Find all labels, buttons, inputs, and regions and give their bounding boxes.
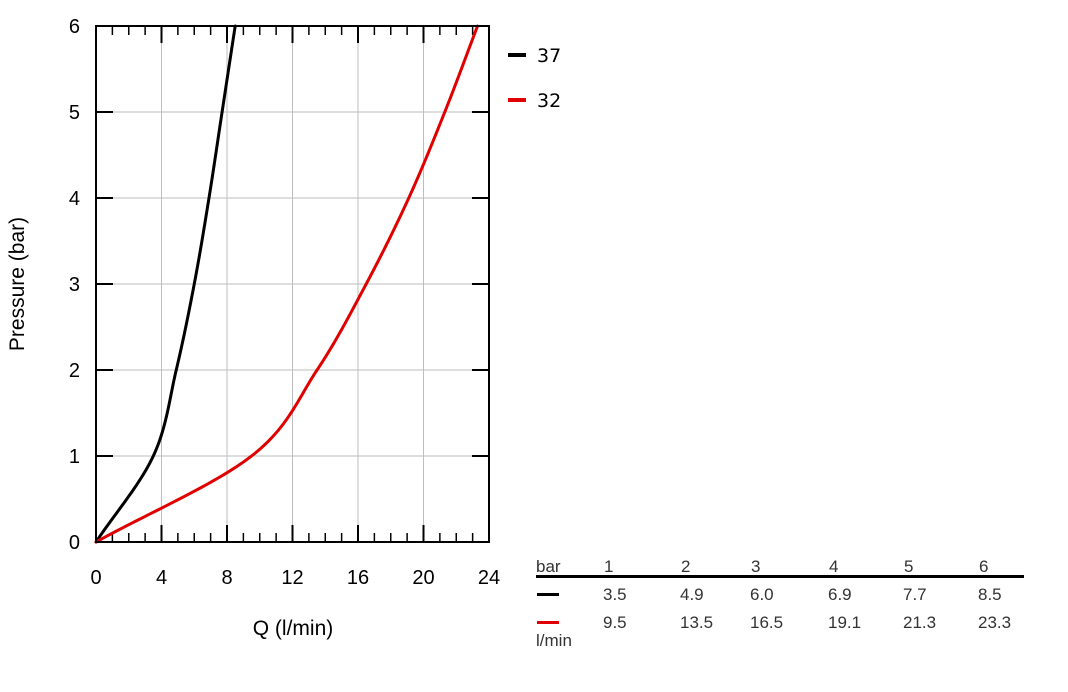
grid-lines <box>95 25 490 543</box>
table-cell: 3.5 <box>603 585 627 604</box>
x-tick-label: 4 <box>156 567 167 589</box>
table-column-header: 3 <box>751 557 761 576</box>
legend: 37 32 <box>508 45 561 112</box>
x-axis-title: Q (l/min) <box>253 617 334 640</box>
table-row-swatch <box>537 621 559 624</box>
table-header-rule <box>536 575 1024 578</box>
y-tick-label: 6 <box>69 16 80 38</box>
series-lines <box>94 24 480 544</box>
legend-label-32: 32 <box>537 90 561 112</box>
series-line-32 <box>94 24 480 544</box>
x-tick-label: 24 <box>478 567 500 589</box>
table-header-unit-bar: bar <box>536 557 561 576</box>
x-tick-label: 20 <box>412 567 434 589</box>
table-column-header: 5 <box>904 557 914 576</box>
y-tick-label: 5 <box>69 102 80 124</box>
table-row-swatch <box>537 593 559 596</box>
table-cell: 7.7 <box>903 585 927 604</box>
y-tick-labels: 0 1 2 3 4 5 6 <box>69 16 80 554</box>
x-tick-labels: 0 4 8 12 16 20 24 <box>90 567 500 589</box>
x-tick-label: 16 <box>347 567 369 589</box>
table-cell: 16.5 <box>750 613 784 632</box>
table-cell: 6.9 <box>828 585 852 604</box>
table-column-header: 4 <box>829 557 839 576</box>
table-cell: 13.5 <box>680 613 714 632</box>
table-cell: 19.1 <box>828 613 862 632</box>
legend-label-37: 37 <box>537 45 561 67</box>
x-tick-label: 8 <box>221 567 232 589</box>
y-tick-label: 1 <box>69 446 80 468</box>
y-tick-label: 2 <box>69 360 80 382</box>
table-cell: 23.3 <box>978 613 1012 632</box>
y-tick-label: 4 <box>69 188 80 210</box>
table-column-header: 6 <box>979 557 989 576</box>
table-column-header: 2 <box>681 557 691 576</box>
table-column-header: 1 <box>604 557 614 576</box>
x-tick-label: 12 <box>281 567 303 589</box>
table-unit-lmin: l/min <box>536 631 572 650</box>
flow-rate-table: bar l/min 1 2 3 4 5 6 3.5 4.9 6.0 6.9 7.7 8.5 9.5 13.… <box>536 556 1024 656</box>
table-cell: 9.5 <box>603 613 627 632</box>
table-cell: 6.0 <box>750 585 774 604</box>
table-cell: 21.3 <box>903 613 937 632</box>
y-tick-label: 0 <box>69 532 80 554</box>
x-tick-label: 0 <box>90 567 101 589</box>
table-cell: 4.9 <box>680 585 704 604</box>
y-tick-label: 3 <box>69 274 80 296</box>
series-line-37 <box>94 24 237 544</box>
plot-frame <box>95 25 490 543</box>
table-cell: 8.5 <box>978 585 1002 604</box>
y-axis-title: Pressure (bar) <box>6 217 29 351</box>
